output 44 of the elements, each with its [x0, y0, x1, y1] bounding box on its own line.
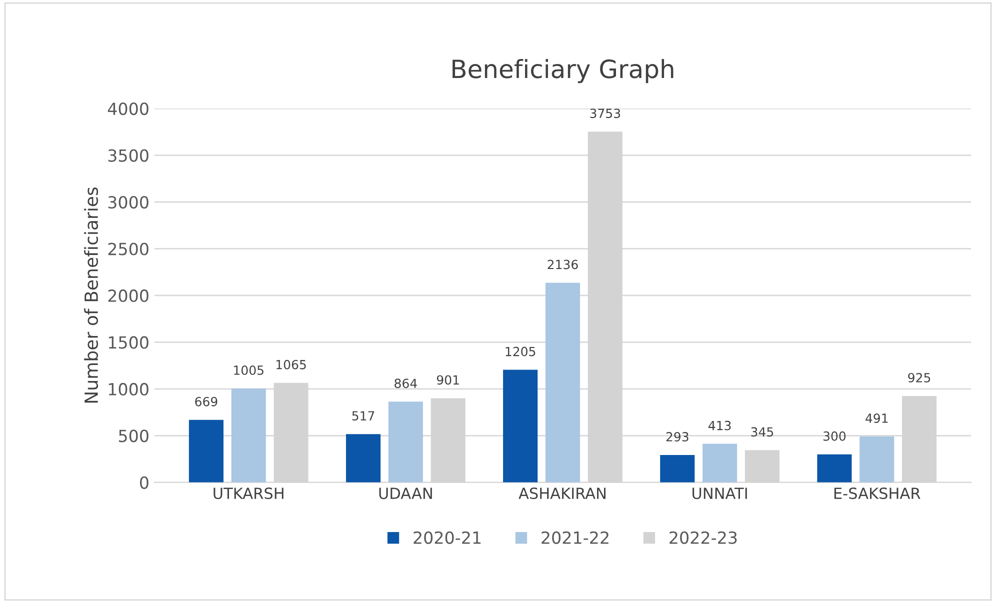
y-tick-label: 2500: [108, 242, 148, 256]
data-label: 925: [908, 372, 930, 382]
y-tick-label: 1500: [108, 336, 148, 349]
y-tick-label: 2000: [108, 289, 148, 302]
data-label: 293: [666, 432, 688, 442]
x-tick-label: UDAAN: [379, 488, 432, 500]
y-tick-label: 3500: [108, 149, 148, 162]
x-tick-label: E-SAKSHAR: [834, 488, 920, 500]
legend-label: 2020-21: [414, 531, 481, 544]
data-label: 2136: [548, 260, 578, 270]
x-tick-label: UNNATI: [692, 488, 747, 500]
data-label: 491: [866, 414, 888, 423]
data-label: 517: [352, 411, 374, 421]
data-label: 901: [436, 375, 459, 385]
y-tick-label: 0: [140, 476, 148, 489]
bar: [860, 436, 894, 482]
bar: [660, 455, 695, 482]
bar: [231, 388, 266, 482]
bar: [346, 434, 381, 482]
legend-label: 2021-22: [542, 531, 608, 544]
data-label: 669: [195, 396, 218, 406]
data-label: 1065: [276, 360, 306, 370]
bar: [188, 420, 224, 482]
x-tick-label: UTKARSH: [214, 488, 284, 500]
legend-label: 2022-23: [670, 531, 737, 544]
x-tick-label: ASHAKIRAN: [518, 488, 606, 500]
y-axis-title: Number of Beneficiaries: [84, 187, 98, 403]
data-label: 1205: [506, 346, 536, 356]
data-label: 300: [823, 431, 846, 441]
bar: [545, 282, 580, 482]
data-label: 3753: [590, 108, 620, 118]
data-label: 345: [751, 427, 774, 437]
data-label: 1005: [234, 365, 264, 375]
data-label: 864: [394, 378, 417, 388]
bar: [388, 402, 423, 482]
y-tick-label: 1000: [108, 382, 148, 396]
bar: [702, 444, 738, 482]
y-tick-label: 500: [118, 430, 148, 442]
y-tick-label: 4000: [108, 102, 148, 116]
chart-title: Beneficiary Graph: [452, 58, 674, 84]
y-tick-label: 3000: [108, 196, 148, 209]
data-label: 413: [708, 420, 731, 430]
bar: [503, 370, 538, 482]
bar: [817, 454, 852, 482]
